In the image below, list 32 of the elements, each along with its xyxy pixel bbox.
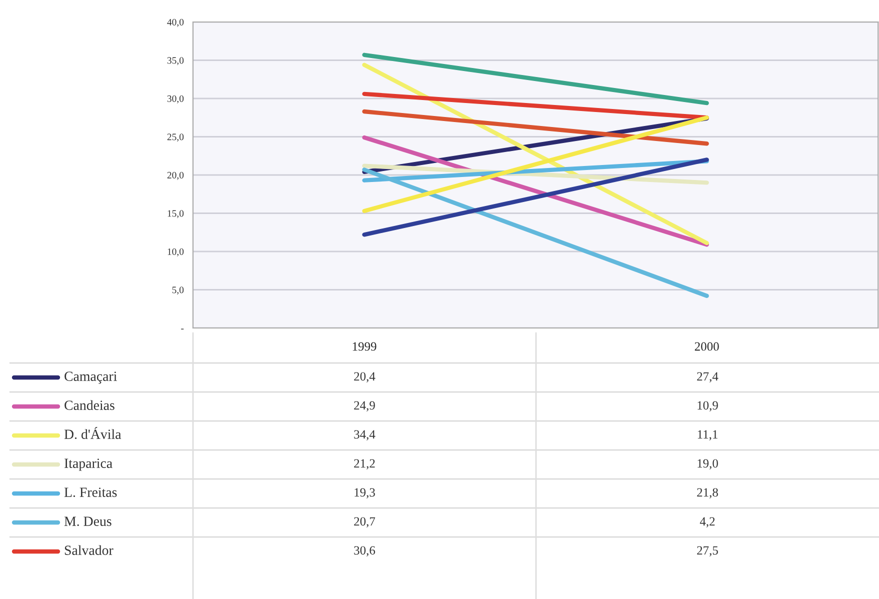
data-label: 30,6	[354, 546, 376, 556]
data-label: 20,7	[354, 517, 376, 528]
y-tick-label: 40,0	[167, 18, 184, 27]
y-tick-label: 5,0	[172, 286, 184, 295]
y-tick-label: 10,0	[168, 248, 184, 256]
legend-label: M. Deus	[64, 516, 112, 526]
data-label: 34,4	[354, 430, 376, 440]
data-label: 24,9	[354, 401, 375, 412]
legend-label: Candeias	[64, 400, 114, 410]
data-label: 19,3	[354, 488, 375, 498]
legend-label: Salvador	[64, 545, 114, 555]
data-label: 20,4	[354, 372, 376, 382]
data-label: 11,1	[698, 430, 718, 440]
y-tick-label: 15,0	[168, 210, 184, 218]
legend-label: D. d'Ávila	[64, 426, 122, 440]
data-label: 21,8	[697, 488, 718, 498]
legend-label: L. Freitas	[64, 488, 117, 498]
data-label: 4,2	[700, 517, 715, 528]
data-label: 27,5	[697, 546, 718, 556]
x-tick-label: 1999	[352, 342, 376, 351]
legend-label: Itaparica	[64, 458, 112, 471]
y-tick-label: -	[181, 328, 184, 330]
y-tick-label: 25,0	[167, 134, 184, 142]
data-label: 21,2	[354, 459, 375, 470]
x-tick-label: 2000	[694, 342, 719, 351]
legend-label: Camaçari	[64, 372, 117, 384]
data-label: 10,9	[698, 401, 718, 412]
data-label: 27,4	[697, 372, 718, 382]
y-tick-label: 35,0	[167, 57, 184, 66]
y-tick-label: 30,0	[167, 95, 184, 104]
y-tick-label: 20,0	[167, 172, 184, 180]
data-label: 19,0	[698, 459, 718, 470]
